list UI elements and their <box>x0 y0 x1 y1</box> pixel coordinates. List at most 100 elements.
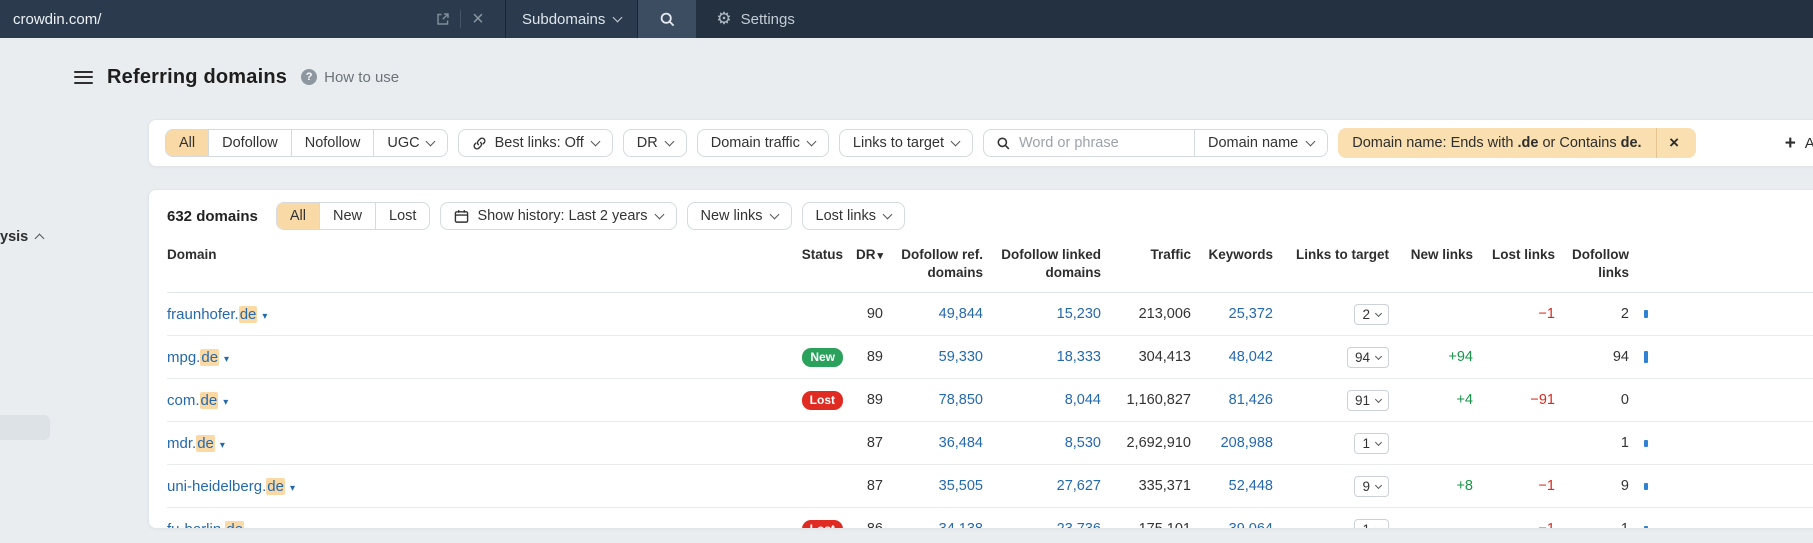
filter-nofollow-tab[interactable]: Nofollow <box>292 130 375 156</box>
col-dofollow-linked: Dofollow linked domains <box>1001 247 1101 280</box>
filter-ugc-tab[interactable]: UGC <box>374 130 446 156</box>
topbar: crowdin.com/ × Subdomains ⚙ Settings <box>0 0 1813 38</box>
phrase-search-box[interactable] <box>984 130 1194 156</box>
dofollow-links-sparkline <box>1644 351 1648 363</box>
new-links-dropdown[interactable]: New links <box>686 202 792 230</box>
how-to-use-link[interactable]: ? How to use <box>301 69 399 86</box>
domain-caret-icon[interactable]: ▾ <box>219 439 225 451</box>
links-to-target-dropdown[interactable]: Links to target <box>838 129 973 157</box>
dofollow-ref-value[interactable]: 34,138 <box>938 521 983 529</box>
menu-icon[interactable] <box>74 70 93 84</box>
status-all-tab[interactable]: All <box>276 203 320 229</box>
target-url-input[interactable]: crowdin.com/ × <box>0 0 505 38</box>
domain-caret-icon[interactable]: ▾ <box>249 526 254 529</box>
show-history-label: Show history: Last 2 years <box>477 208 648 224</box>
domain-traffic-dropdown[interactable]: Domain traffic <box>696 129 829 157</box>
search-button[interactable] <box>638 0 697 38</box>
chevron-down-icon <box>1374 481 1383 489</box>
topbar-separator <box>460 10 461 28</box>
keywords-value[interactable]: 81,426 <box>1228 392 1273 408</box>
topbar-divider <box>637 0 639 38</box>
keywords-value[interactable]: 52,448 <box>1228 478 1273 494</box>
links-to-target-select[interactable]: 9 <box>1354 475 1389 497</box>
show-history-dropdown[interactable]: Show history: Last 2 years <box>440 202 677 230</box>
table-toolbar: 632 domains All New Lost Show history: L… <box>167 202 1813 230</box>
search-field-select[interactable]: Domain name <box>1193 130 1327 156</box>
dofollow-ref-value[interactable]: 36,484 <box>938 435 983 451</box>
dofollow-linked-value[interactable]: 27,627 <box>1056 478 1101 494</box>
status-badge: Lost <box>801 390 843 410</box>
domain-link[interactable]: uni-heidelberg.de <box>167 477 285 495</box>
dofollow-linked-value[interactable]: 8,530 <box>1064 435 1101 451</box>
remove-filter-icon[interactable]: × <box>1655 128 1692 158</box>
col-dr[interactable]: DR ▾ <box>855 247 883 262</box>
table-row: mdr.de ▾ 87 36,484 8,530 2,692,910 208,98… <box>167 422 1813 465</box>
status-lost-tab[interactable]: Lost <box>389 208 417 224</box>
settings-label: Settings <box>740 10 795 28</box>
target-url-value: crowdin.com/ <box>13 10 102 28</box>
chevron-down-icon <box>590 136 601 146</box>
chevron-down-icon <box>1374 524 1383 528</box>
traffic-value: 175,101 <box>1138 521 1191 529</box>
dr-value: 89 <box>866 392 883 408</box>
active-filter-chip[interactable]: Domain name: Ends with .de or Contains d… <box>1338 128 1696 158</box>
dofollow-links-value: 0 <box>1620 392 1629 408</box>
col-links-to-target: Links to target <box>1295 247 1389 262</box>
best-links-dropdown[interactable]: Best links: Off <box>457 129 613 157</box>
sidebar-cutoff-label[interactable]: ysis <box>0 229 45 245</box>
search-field-label: Domain name <box>1207 135 1299 151</box>
domain-caret-icon[interactable]: ▾ <box>223 396 229 408</box>
dofollow-linked-value[interactable]: 8,044 <box>1064 392 1101 408</box>
domain-link[interactable]: mpg.de <box>167 348 220 366</box>
dr-filter-dropdown[interactable]: DR <box>622 129 687 157</box>
filter-dofollow-tab[interactable]: Dofollow <box>209 130 292 156</box>
dofollow-ref-value[interactable]: 78,850 <box>938 392 983 408</box>
lost-links-value: −1 <box>1538 306 1555 322</box>
chevron-down-icon <box>654 209 664 219</box>
chevron-down-icon <box>950 136 961 146</box>
phrase-search-input[interactable] <box>1018 135 1169 151</box>
dofollow-ref-value[interactable]: 59,330 <box>938 349 983 365</box>
links-to-target-select[interactable]: 2 <box>1354 303 1389 325</box>
links-to-target-select[interactable]: 1 <box>1354 432 1389 454</box>
link-type-segmented: All Dofollow Nofollow UGC <box>165 129 448 157</box>
domain-link[interactable]: com.de <box>167 391 219 409</box>
dofollow-linked-value[interactable]: 18,333 <box>1056 349 1101 365</box>
scope-dropdown[interactable]: Subdomains <box>506 0 638 38</box>
keywords-value[interactable]: 25,372 <box>1228 306 1273 322</box>
links-to-target-select[interactable]: 91 <box>1346 389 1389 411</box>
dofollow-ref-value[interactable]: 35,505 <box>938 478 983 494</box>
status-new-tab[interactable]: New <box>320 203 377 229</box>
dofollow-links-sparkline <box>1644 439 1648 447</box>
links-to-target-select[interactable]: 1 <box>1354 518 1389 528</box>
filter-all-tab[interactable]: All <box>166 130 210 156</box>
links-to-target-select[interactable]: 94 <box>1346 346 1389 368</box>
sidebar-cutoff-pill[interactable] <box>0 415 50 440</box>
domain-link[interactable]: fu-berlin.de <box>167 520 245 528</box>
open-external-icon[interactable] <box>426 0 460 38</box>
dofollow-ref-value[interactable]: 49,844 <box>938 306 983 322</box>
settings-button[interactable]: ⚙ Settings <box>716 0 794 38</box>
chevron-down-icon <box>1374 438 1383 446</box>
new-links-value: +94 <box>1448 349 1473 365</box>
highlight-match: de <box>238 305 258 323</box>
traffic-value: 1,160,827 <box>1126 392 1191 408</box>
domain-caret-icon[interactable]: ▾ <box>224 353 230 365</box>
domain-caret-icon[interactable]: ▾ <box>262 310 268 322</box>
dofollow-linked-value[interactable]: 23,736 <box>1056 521 1101 529</box>
clear-url-icon[interactable]: × <box>472 8 484 30</box>
chevron-down-icon <box>664 136 675 146</box>
dofollow-links-value: 1 <box>1620 521 1629 529</box>
keywords-value[interactable]: 208,988 <box>1220 435 1273 451</box>
dofollow-linked-value[interactable]: 15,230 <box>1056 306 1101 322</box>
keywords-value[interactable]: 39,064 <box>1228 521 1273 529</box>
keywords-value[interactable]: 48,042 <box>1228 349 1273 365</box>
add-filter-button[interactable]: + Add filter <box>1785 134 1813 153</box>
chevron-down-icon <box>612 12 623 22</box>
lost-links-dropdown[interactable]: Lost links <box>801 202 905 230</box>
domain-link[interactable]: mdr.de <box>167 434 215 452</box>
domain-link[interactable]: fraunhofer.de <box>167 305 258 323</box>
domain-caret-icon[interactable]: ▾ <box>289 482 295 494</box>
dofollow-links-sparkline <box>1644 482 1648 490</box>
new-links-value: +4 <box>1456 392 1473 408</box>
